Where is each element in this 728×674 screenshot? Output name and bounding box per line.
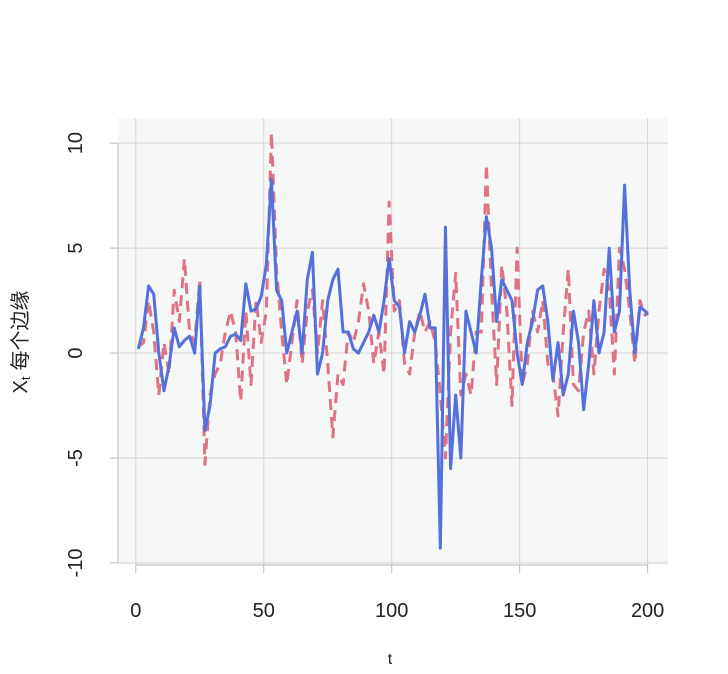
- y-axis-label-sub: t: [18, 376, 33, 380]
- y-tick-label: 10: [65, 132, 87, 154]
- x-tick-label: 150: [503, 600, 536, 622]
- x-tick-label: 100: [375, 600, 408, 622]
- y-axis-label-main: X: [10, 380, 32, 393]
- y-tick-label: -10: [65, 548, 87, 577]
- y-tick-label: 5: [65, 243, 87, 254]
- y-axis-label: Xt 每个边缘: [9, 291, 33, 394]
- y-tick-label: -5: [65, 449, 87, 467]
- series-line: [137, 131, 649, 466]
- x-tick-label: 200: [631, 600, 664, 622]
- y-tick-label: 0: [65, 347, 87, 358]
- x-tick-label: 0: [130, 600, 141, 622]
- series-line: [136, 177, 649, 550]
- y-axis-label-rest: 每个边缘: [9, 291, 32, 371]
- plot-background: [118, 118, 668, 565]
- x-axis-label: t: [388, 651, 393, 668]
- x-tick-label: 50: [253, 600, 275, 622]
